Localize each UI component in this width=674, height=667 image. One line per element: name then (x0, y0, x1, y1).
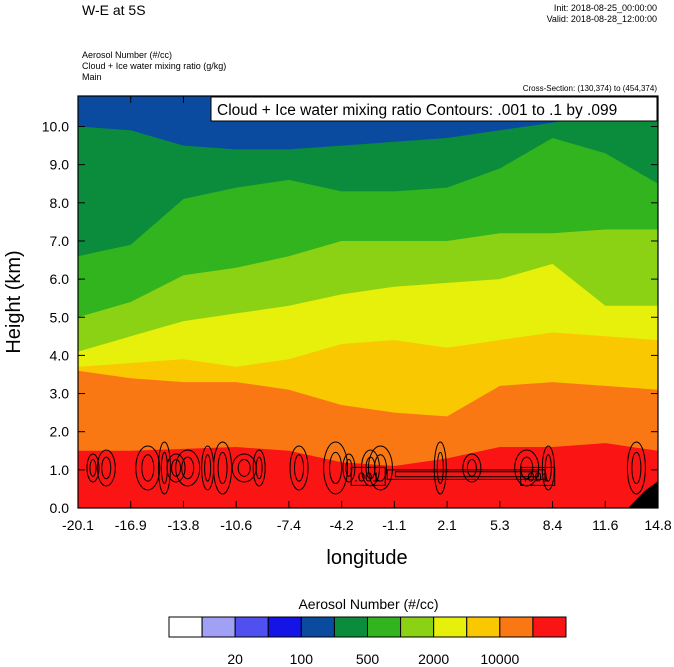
contour-ring (360, 449, 380, 487)
x-tick-label: 8.4 (543, 517, 563, 533)
contour-label: .001 (524, 469, 549, 484)
x-tick-label: -10.6 (220, 517, 252, 533)
contour-ring (252, 449, 266, 487)
subtitle-main: Main (82, 72, 102, 82)
y-tick-label: 5.0 (50, 309, 70, 325)
x-tick-label: 14.8 (644, 517, 671, 533)
y-tick-label: 4.0 (50, 347, 70, 363)
x-tick-label: 5.3 (490, 517, 510, 533)
contour-ring (213, 441, 233, 495)
contour-band (386, 469, 546, 480)
contour-band-inner (394, 471, 539, 478)
x-tick-label: -4.2 (330, 517, 354, 533)
y-tick-label: 8.0 (50, 195, 70, 211)
x-axis-label: longitude (326, 547, 407, 569)
contour-ring-inner (141, 454, 155, 482)
x-tick-label: -20.1 (62, 517, 94, 533)
contour-ring-inner (217, 451, 228, 485)
valid-time: Valid: 2018-08-28_12:00:00 (546, 14, 657, 24)
y-tick-label: 3.0 (50, 386, 70, 402)
x-tick-label: 11.6 (592, 517, 618, 533)
contour-ring (462, 453, 482, 483)
x-tick-label: -13.8 (167, 517, 199, 533)
contour-ring-inner (255, 456, 263, 480)
contour-ring (175, 449, 201, 487)
colorbar-swatch (333, 616, 368, 638)
cross-section-label: Cross-Section: (130,374) to (454,374) (522, 84, 657, 93)
contour-ring (166, 453, 186, 483)
x-tick-label: -1.1 (382, 517, 406, 533)
colorbar-title: Aerosol Number (#/cc) (298, 596, 439, 612)
contour-ring (367, 445, 393, 491)
colorbar-tick-label: 500 (356, 651, 380, 667)
y-tick-label: 1.0 (50, 462, 70, 478)
colorbar-tick-label: 10000 (480, 651, 519, 667)
contour-ring (157, 441, 171, 495)
contour-ring (86, 453, 100, 483)
colorbar-tick-label: 20 (227, 651, 243, 667)
plot-frame (77, 95, 659, 509)
x-tick-label: -7.4 (277, 517, 301, 533)
layer-level-11 (78, 443, 658, 508)
colorbar-swatch (267, 616, 302, 638)
colorbar-swatch (234, 616, 269, 638)
contour-ring-inner (171, 459, 182, 477)
contour-ring-inner (101, 456, 112, 480)
contour-ring (433, 441, 447, 495)
subtitle-aerosol: Aerosol Number (#/cc) (82, 50, 173, 60)
y-tick-label: 7.0 (50, 233, 70, 249)
contour-ring-inner (204, 454, 212, 482)
init-time: Init: 2018-08-25_00:00:00 (553, 3, 657, 13)
colorbar-swatch (499, 616, 534, 638)
contour-ring-inner (294, 454, 305, 482)
contour-ring-inner (89, 459, 97, 477)
contour-ring-inner (237, 459, 251, 477)
contour-ring (96, 449, 116, 487)
chart-title: W-E at 5S (82, 2, 146, 18)
y-axis-label: Height (km) (3, 250, 25, 353)
colorbar-swatch (400, 616, 435, 638)
contour-label: .001 (354, 469, 379, 484)
contour-ring (514, 449, 540, 487)
contour-ring-inner (345, 459, 353, 477)
y-tick-label: 2.0 (50, 424, 70, 440)
contour-ring-inner (181, 456, 195, 480)
x-tick-label: 2.1 (437, 517, 457, 533)
contour-info-box (210, 96, 658, 122)
contour-ring (135, 445, 161, 491)
contour-ring-inner (631, 451, 642, 485)
contour-label-box (350, 466, 386, 486)
colorbar-swatch (201, 616, 236, 638)
y-tick-label: 9.0 (50, 157, 70, 173)
colorbar-tick-label: 2000 (418, 651, 449, 667)
contour-info-text: Cloud + Ice water mixing ratio Contours:… (217, 102, 617, 119)
colorbar-swatch (466, 616, 501, 638)
colorbar-swatch (168, 616, 203, 638)
terrain-patch (628, 481, 658, 508)
contour-label-box (520, 466, 556, 486)
contour-ring-inner (544, 454, 552, 482)
contour-ring-inner (436, 451, 444, 485)
y-tick-label: 6.0 (50, 271, 70, 287)
variable-info: Aerosol Number (#/cc) Cloud + Ice water … (82, 50, 226, 83)
contour-ring (626, 441, 646, 495)
contour-ring-inner (329, 451, 343, 485)
colorbar-swatch (367, 616, 402, 638)
subtitle-cloud: Cloud + Ice water mixing ratio (g/kg) (82, 61, 227, 71)
contour-ring (342, 453, 356, 483)
x-tick-label: -16.9 (115, 517, 147, 533)
colorbar-swatch (532, 616, 567, 638)
contour-ring-inner (373, 454, 387, 482)
colorbar-swatch (433, 616, 468, 638)
time-info: Init: 2018-08-25_00:00:00 Valid: 2018-08… (547, 3, 657, 25)
y-tick-label: 0.0 (50, 500, 70, 516)
y-tick-label: 10.0 (42, 119, 69, 135)
contour-ring (323, 441, 349, 495)
contour-ring (289, 445, 309, 491)
colorbar-tick-label: 100 (290, 651, 314, 667)
colorbar-swatch (300, 616, 335, 638)
